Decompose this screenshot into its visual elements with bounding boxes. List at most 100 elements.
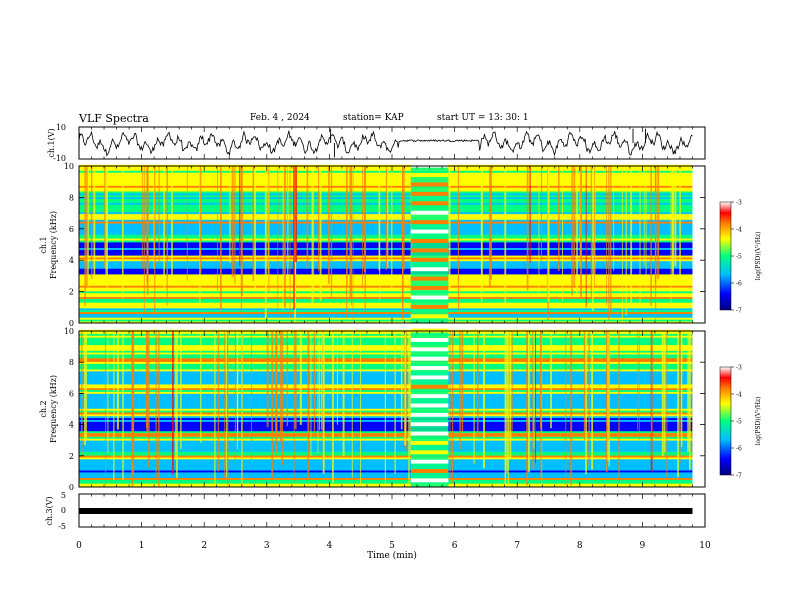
spectrogram-burst-line: [410, 248, 449, 253]
spectrogram-impulse: [226, 331, 229, 486]
spectrogram-burst-line: [410, 412, 449, 417]
spectrogram-impulse: [105, 166, 107, 283]
spectrogram-impulse: [363, 166, 366, 272]
spectrogram-band: [79, 260, 693, 264]
frequency-tick-label: 0: [69, 483, 74, 492]
spectrogram-impulse: [229, 166, 231, 264]
spectrogram-impulse: [585, 166, 587, 308]
spectrogram-band: [79, 215, 693, 218]
spectrogram-impulse: [113, 331, 115, 481]
spectrogram-band: [79, 253, 693, 256]
spectrogram-impulse: [679, 166, 681, 277]
time-tick-label: 8: [577, 541, 583, 551]
spectrogram-impulse: [275, 331, 278, 434]
spectrogram-impulse: [679, 331, 681, 463]
ch1-spectrogram-panel: 0 2 4 6 8 10 ch.1 Frequency (kHz) -3 -4 -5 -6 -7 …: [39, 162, 762, 328]
spectrogram-burst-line: [410, 347, 449, 352]
spectrogram-burst-line: [410, 229, 449, 234]
spectrogram-impulse: [384, 331, 386, 485]
spectrogram-impulse: [307, 331, 310, 479]
spectrogram-impulse: [105, 331, 107, 485]
spectrogram-impulse: [654, 166, 657, 284]
spectrogram-impulse: [107, 331, 109, 454]
spectrogram-impulse: [352, 166, 354, 319]
spectrogram-band: [79, 321, 693, 324]
ch2-spectrogram-panel: 0 2 4 6 8 10 ch.2 Frequency (kHz) -3 -4 -5 -6 -7 …: [39, 327, 762, 492]
time-tick-label: 1: [139, 541, 145, 551]
spectrogram-impulse: [155, 331, 157, 480]
frequency-tick-label: 4: [69, 256, 74, 265]
spectrogram-impulse: [214, 331, 216, 485]
spectrogram-impulse: [526, 331, 529, 486]
spectrogram-impulse: [86, 166, 89, 287]
spectrogram-band: [79, 200, 693, 203]
spectrogram-impulse: [327, 166, 330, 284]
spectrogram-impulse: [172, 331, 174, 475]
spectrogram-band: [79, 275, 693, 279]
spectrogram-band: [79, 185, 693, 188]
time-axis-tick-labels: 0 1 2 3 4 5 6 7 8 9 10: [76, 541, 711, 551]
spectrogram-impulse: [264, 166, 267, 320]
spectrogram-impulse: [293, 331, 295, 483]
frequency-tick-label: 2: [69, 452, 74, 461]
spectrogram-impulse: [507, 331, 509, 486]
spectrogram-impulse: [360, 331, 362, 485]
spectrogram-band: [79, 209, 693, 213]
spectrogram-impulse: [319, 166, 322, 301]
spectrogram-band: [79, 208, 693, 211]
spectrogram-impulse: [122, 331, 124, 480]
spectrogram-impulse: [473, 331, 475, 464]
spectrogram-impulse: [680, 331, 683, 447]
ch2-colorbar-label: log(PSD)(V²/Hz): [755, 397, 762, 446]
spectrogram-impulse: [645, 166, 647, 292]
spectrogram-impulse: [387, 166, 389, 269]
spectrogram-band: [79, 241, 693, 245]
start-time-label: start UT = 13: 30: 1: [437, 113, 529, 123]
spectrogram-impulse: [236, 331, 238, 450]
spectrogram-impulse: [459, 331, 461, 450]
spectrogram-burst-line: [410, 384, 449, 389]
spectrogram-impulse: [661, 331, 664, 456]
spectrogram-impulse: [621, 166, 623, 323]
spectrogram-impulse: [180, 331, 182, 450]
spectrogram-impulse: [571, 166, 573, 296]
frequency-tick-label: 10: [64, 327, 74, 336]
spectrogram-impulse: [277, 166, 279, 319]
frequency-tick-label: 6: [69, 389, 74, 398]
spectrogram-band: [79, 270, 693, 273]
ch1-spectrogram-image: [79, 163, 705, 324]
time-tick-label: 10: [699, 541, 711, 551]
spectrogram-burst-line: [410, 440, 449, 445]
spectrogram-impulse: [535, 331, 537, 464]
frequency-tick-label: 6: [69, 225, 74, 234]
spectrogram-band: [79, 230, 693, 233]
spectrogram-impulse: [234, 166, 236, 285]
spectrogram-impulse: [565, 331, 567, 485]
spectrogram-impulse: [666, 331, 668, 481]
spectrogram-impulse: [457, 166, 460, 311]
spectrogram-band: [79, 166, 693, 169]
ch1-colorbar: -3 -4 -5 -6 -7 log(PSD)(V²/Hz): [719, 200, 762, 315]
spectrogram-impulse: [163, 166, 165, 290]
spectrogram-impulse: [404, 331, 407, 446]
colorbar-tick-label: -4: [736, 227, 742, 234]
spectrogram-impulse: [282, 166, 284, 310]
spectrogram-band: [79, 285, 693, 288]
spectrogram-impulse: [538, 166, 540, 297]
spectrogram-impulse: [400, 331, 403, 430]
spectrogram-impulse: [317, 331, 319, 454]
spectrogram-band: [79, 296, 693, 299]
spectrogram-empty-strip: [692, 331, 705, 487]
ch3-ytick-mid: 0: [61, 506, 66, 515]
spectrogram-impulse: [477, 331, 479, 437]
spectrogram-band: [79, 485, 693, 488]
spectrogram-impulse: [318, 166, 320, 272]
time-tick-label: 6: [452, 541, 458, 551]
spectrogram-impulse: [346, 166, 348, 286]
spectrogram-impulse: [322, 331, 325, 474]
spectrogram-band: [79, 221, 693, 224]
spectrogram-band: [79, 183, 693, 186]
spectrogram-impulse: [452, 331, 454, 484]
spectrogram-impulse: [643, 166, 645, 266]
spectrogram-band: [79, 268, 693, 271]
